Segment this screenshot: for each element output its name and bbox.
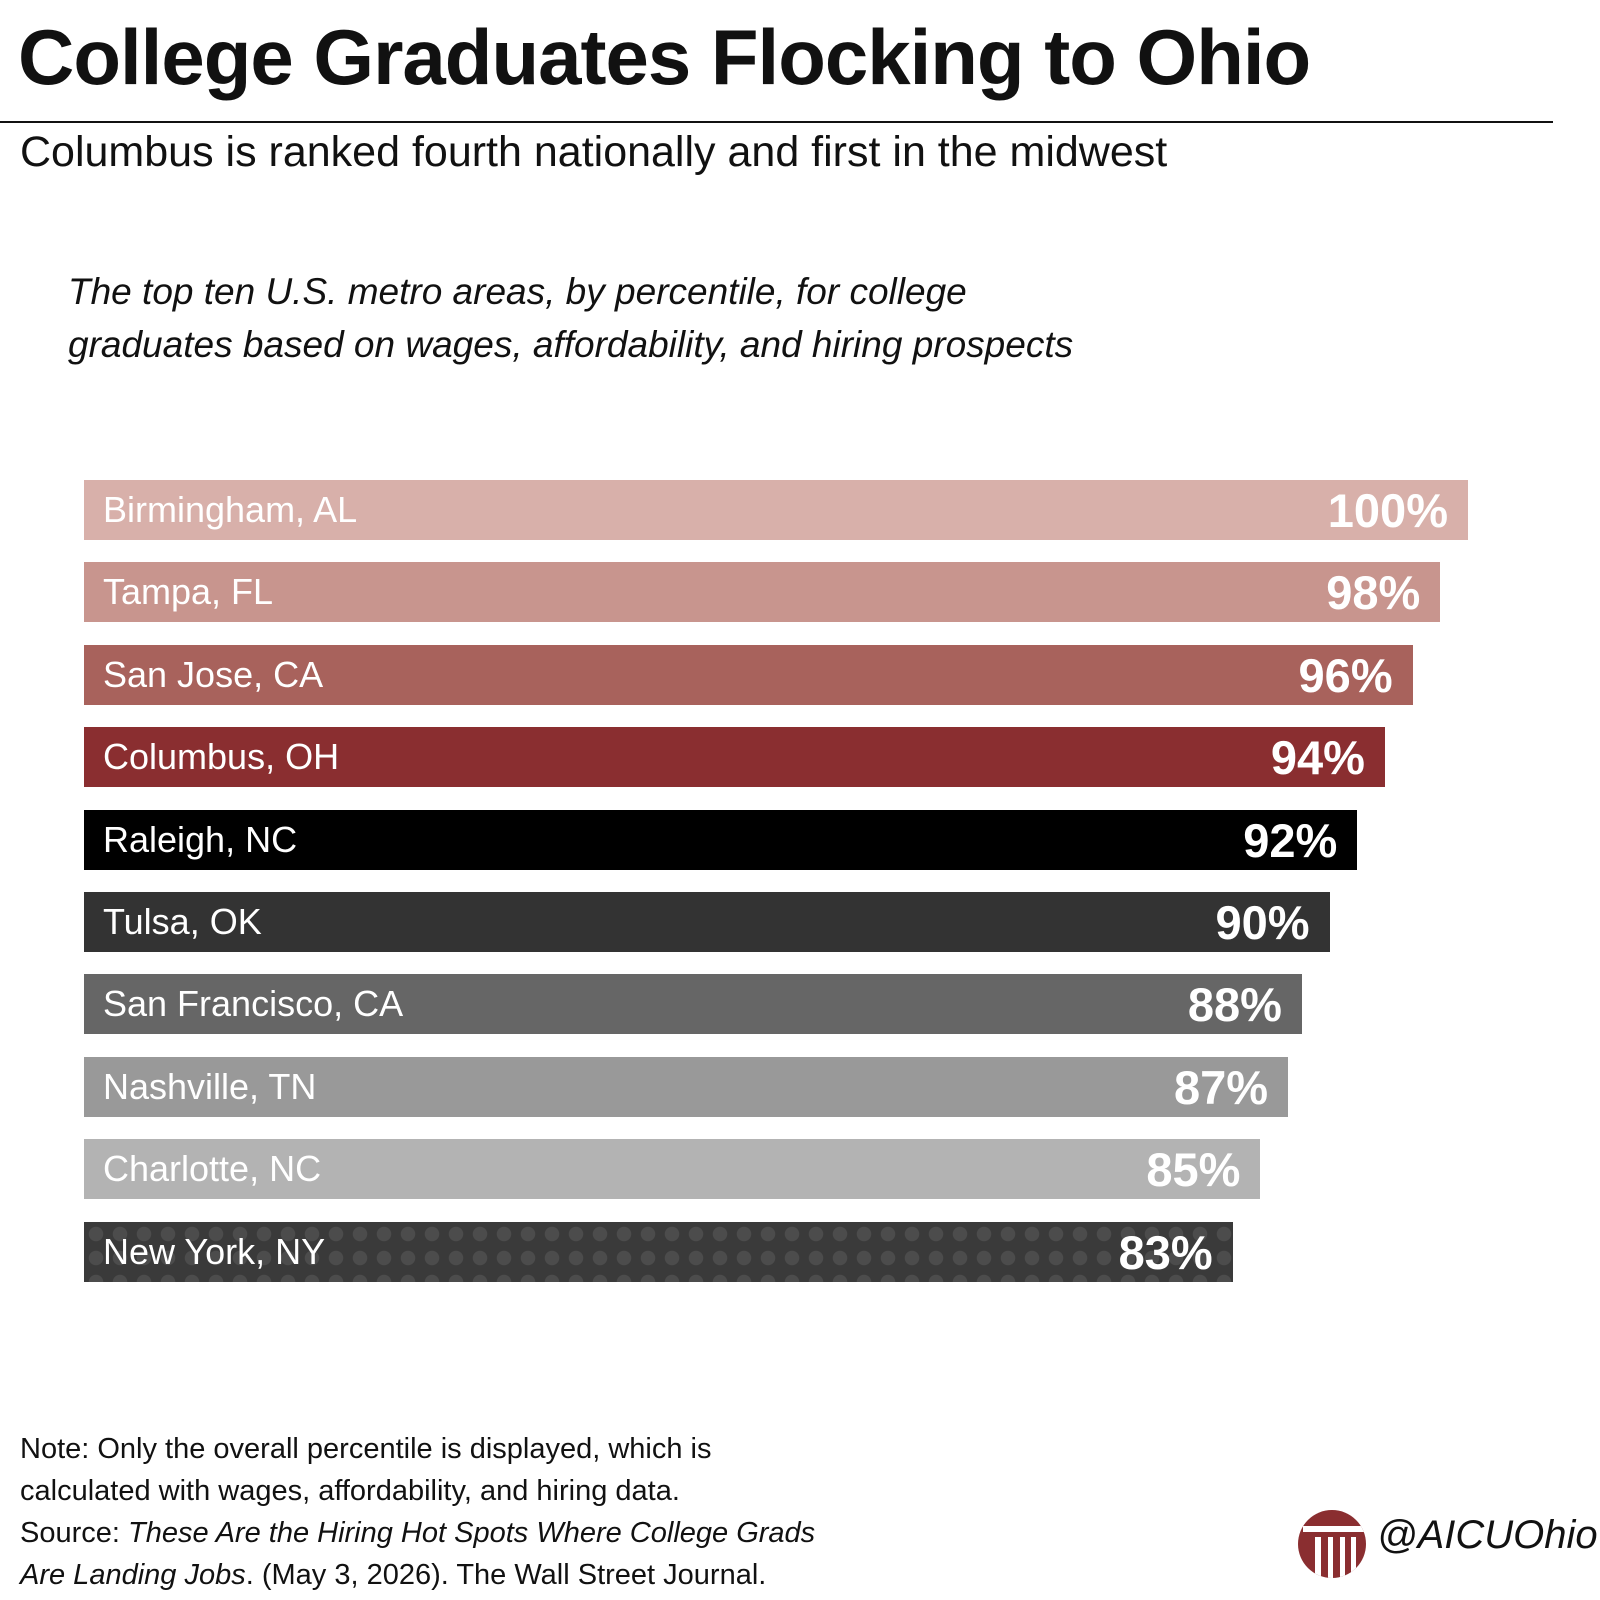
bar-category-label: New York, NY xyxy=(103,1230,326,1272)
bar-category-label: Raleigh, NC xyxy=(103,818,298,860)
bar-category-label: Birmingham, AL xyxy=(103,489,358,530)
aicu-column-logo-icon xyxy=(1298,1510,1366,1578)
source-suffix: . (May 3, 2026). The Wall Street Journal… xyxy=(245,1559,767,1591)
source-line: Source: These Are the Hiring Hot Spots W… xyxy=(20,1512,920,1554)
bar-value-label: 90% xyxy=(1215,896,1310,949)
bar xyxy=(84,974,1302,1035)
source-prefix: Source: xyxy=(20,1517,128,1549)
chart-subtitle: Columbus is ranked fourth nationally and… xyxy=(20,128,1168,176)
bar-value-label: 92% xyxy=(1243,813,1338,867)
bar-value-label: 100% xyxy=(1327,484,1448,537)
chart-description: The top ten U.S. metro areas, by percent… xyxy=(68,265,1268,371)
chart-note: Note: Only the overall percentile is dis… xyxy=(20,1428,920,1596)
bar-category-label: Tulsa, OK xyxy=(103,901,262,942)
bar-category-label: Tampa, FL xyxy=(103,571,274,613)
bar-value-label: 94% xyxy=(1270,731,1365,785)
title-divider xyxy=(0,121,1553,123)
source-title: These Are the Hiring Hot Spots Where Col… xyxy=(128,1517,816,1549)
bar-value-label: 85% xyxy=(1146,1143,1241,1197)
bar xyxy=(84,1056,1289,1117)
bar-value-label: 87% xyxy=(1174,1060,1269,1114)
bar-category-label: Nashville, TN xyxy=(103,1065,317,1107)
bar xyxy=(84,1221,1233,1282)
social-handle: @AICUOhio xyxy=(1377,1513,1598,1557)
bar xyxy=(84,892,1330,952)
bar-value-label: 96% xyxy=(1298,648,1393,702)
bar xyxy=(84,809,1358,870)
description-line: The top ten U.S. metro areas, by percent… xyxy=(68,271,967,312)
bar xyxy=(84,480,1468,540)
bar-value-label: 98% xyxy=(1326,566,1421,620)
bar-value-label: 88% xyxy=(1187,978,1282,1032)
source-title: Are Landing Jobs xyxy=(20,1559,246,1591)
bar xyxy=(84,1139,1261,1200)
bar-value-label: 83% xyxy=(1118,1225,1213,1279)
bar-category-label: San Jose, CA xyxy=(103,653,324,695)
bar xyxy=(84,727,1385,788)
note-line: Note: Only the overall percentile is dis… xyxy=(20,1433,712,1465)
source-line: Are Landing Jobs. (May 3, 2026). The Wal… xyxy=(20,1554,920,1596)
bar xyxy=(84,562,1441,623)
bar-category-label: Columbus, OH xyxy=(103,736,340,778)
bar-category-label: Charlotte, NC xyxy=(103,1148,322,1190)
bar-category-label: San Francisco, CA xyxy=(103,983,404,1025)
bar xyxy=(84,644,1413,705)
description-line: graduates based on wages, affordability,… xyxy=(68,324,1074,365)
chart-title: College Graduates Flocking to Ohio xyxy=(18,13,1311,101)
note-line: calculated with wages, affordability, an… xyxy=(20,1475,680,1507)
